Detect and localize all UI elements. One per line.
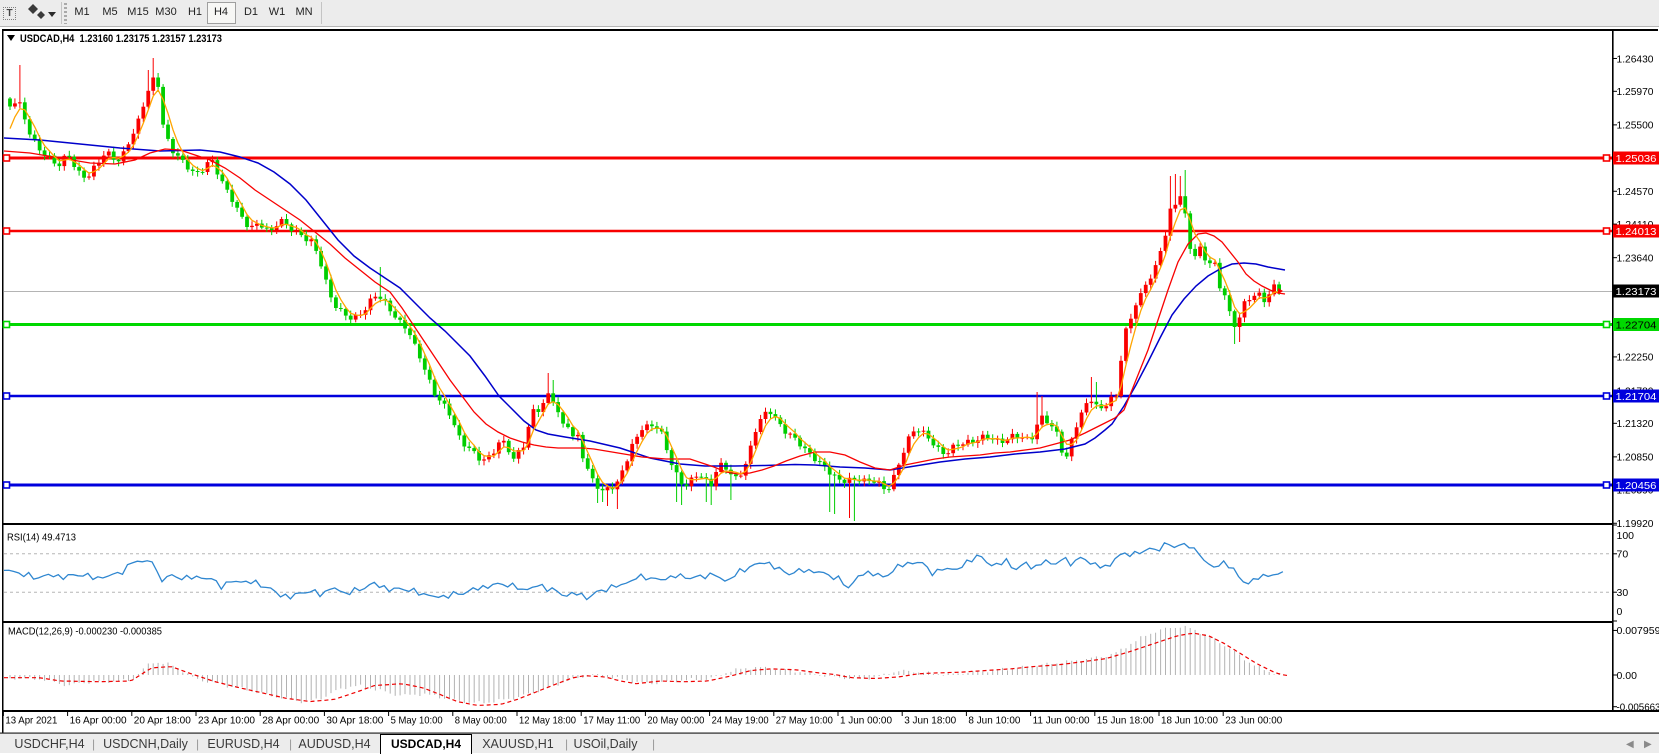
svg-text:1.26430: 1.26430: [1617, 53, 1654, 65]
svg-text:1.20456: 1.20456: [1616, 480, 1657, 492]
svg-text:USDCAD,H4 1.23160 1.23175 1.2: USDCAD,H4 1.23160 1.23175 1.23157 1.2317…: [20, 33, 222, 45]
svg-text:1.24013: 1.24013: [1616, 226, 1657, 238]
svg-text:100: 100: [1617, 530, 1635, 542]
svg-text:70: 70: [1617, 549, 1629, 561]
svg-text:MACD(12,26,9) -0.000230 -0.000: MACD(12,26,9) -0.000230 -0.000385: [8, 626, 162, 638]
svg-text:28 Apr 00:00: 28 Apr 00:00: [262, 716, 319, 727]
svg-text:23 Jun 00:00: 23 Jun 00:00: [1225, 716, 1282, 727]
svg-text:17 May 11:00: 17 May 11:00: [583, 716, 640, 727]
svg-text:1.25036: 1.25036: [1616, 153, 1657, 165]
svg-text:1.20850: 1.20850: [1617, 452, 1654, 464]
svg-text:16 Apr 00:00: 16 Apr 00:00: [70, 716, 127, 727]
svg-text:13 Apr 2021: 13 Apr 2021: [5, 716, 57, 727]
svg-text:23 Apr 10:00: 23 Apr 10:00: [198, 716, 255, 727]
svg-text:1.22250: 1.22250: [1617, 352, 1654, 364]
svg-text:-0.005663: -0.005663: [1617, 702, 1659, 714]
svg-text:1.25500: 1.25500: [1617, 120, 1654, 132]
svg-text:12 May 18:00: 12 May 18:00: [519, 716, 576, 727]
svg-text:27 May 10:00: 27 May 10:00: [776, 716, 833, 727]
svg-text:11 Jun 00:00: 11 Jun 00:00: [1033, 716, 1090, 727]
svg-text:30 Apr 18:00: 30 Apr 18:00: [326, 716, 383, 727]
svg-text:20 May 00:00: 20 May 00:00: [647, 716, 704, 727]
svg-text:30: 30: [1617, 587, 1629, 599]
svg-text:0.00: 0.00: [1617, 670, 1638, 682]
svg-text:3 Jun 18:00: 3 Jun 18:00: [904, 716, 956, 727]
svg-text:20 Apr 18:00: 20 Apr 18:00: [134, 716, 191, 727]
svg-text:8 May 00:00: 8 May 00:00: [455, 716, 507, 727]
svg-text:1.24570: 1.24570: [1617, 186, 1654, 198]
svg-text:RSI(14) 49.4713: RSI(14) 49.4713: [7, 532, 76, 544]
svg-text:0.007959: 0.007959: [1617, 625, 1659, 637]
svg-text:24 May 19:00: 24 May 19:00: [712, 716, 769, 727]
svg-text:1 Jun 00:00: 1 Jun 00:00: [840, 716, 892, 727]
svg-text:8 Jun 10:00: 8 Jun 10:00: [968, 716, 1020, 727]
svg-text:1.19920: 1.19920: [1617, 518, 1654, 530]
svg-text:1.22704: 1.22704: [1616, 320, 1657, 332]
svg-text:1.21320: 1.21320: [1617, 418, 1654, 430]
svg-text:0: 0: [1617, 606, 1623, 618]
svg-text:1.23173: 1.23173: [1616, 286, 1657, 298]
svg-text:1.25970: 1.25970: [1617, 86, 1654, 98]
svg-text:5 May 10:00: 5 May 10:00: [391, 716, 443, 727]
svg-text:15 Jun 18:00: 15 Jun 18:00: [1097, 716, 1154, 727]
svg-text:18 Jun 10:00: 18 Jun 10:00: [1161, 716, 1218, 727]
svg-text:1.21704: 1.21704: [1616, 391, 1657, 403]
svg-text:1.23640: 1.23640: [1617, 253, 1654, 265]
